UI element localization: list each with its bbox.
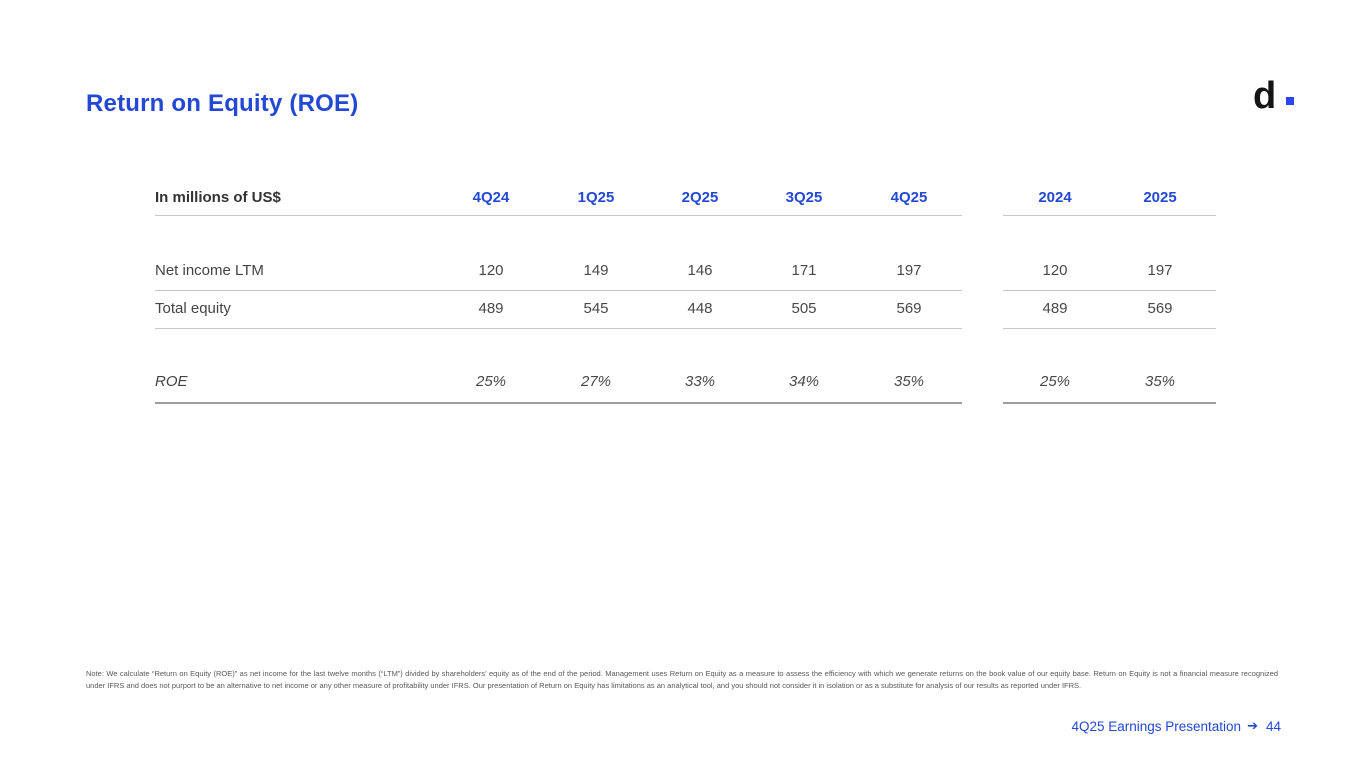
- cell-value: 27%: [580, 373, 612, 390]
- table-row-total-equity: Total equity 489 545 448 505 569 489 569: [0, 299, 1365, 319]
- cell-value: 489: [1042, 300, 1068, 317]
- logo-dot-icon: [1286, 97, 1294, 105]
- table-header-row: In millions of US$ 4Q24 1Q25 2Q25 3Q25 4…: [0, 188, 1365, 208]
- column-header-2q25: 2Q25: [681, 189, 719, 206]
- column-header-2024: 2024: [1038, 189, 1072, 206]
- cell-value: 197: [1147, 262, 1173, 279]
- cell-value: 489: [478, 300, 504, 317]
- arrow-right-icon: ➔: [1247, 718, 1258, 734]
- slide-footer: 4Q25 Earnings Presentation ➔ 44: [1071, 717, 1281, 735]
- dlocal-logo: d: [1253, 76, 1313, 120]
- table-row-roe: ROE 25% 27% 33% 34% 35% 25% 35%: [0, 372, 1365, 392]
- cell-value: 545: [583, 300, 609, 317]
- cell-value: 197: [896, 262, 922, 279]
- table-row-net-income: Net income LTM 120 149 146 171 197 120 1…: [0, 261, 1365, 281]
- cell-value: 569: [1147, 300, 1173, 317]
- row-label: Total equity: [155, 300, 231, 317]
- cell-value: 569: [896, 300, 922, 317]
- cell-value: 35%: [893, 373, 925, 390]
- row-label: ROE: [155, 373, 188, 390]
- row-label: Net income LTM: [155, 262, 264, 279]
- header-rule-right: [1003, 215, 1216, 216]
- row-rule-left: [155, 290, 962, 291]
- logo-letter: d: [1253, 75, 1277, 117]
- cell-value: 25%: [475, 373, 507, 390]
- cell-value: 34%: [788, 373, 820, 390]
- column-header-3q25: 3Q25: [785, 189, 823, 206]
- table-bottom-rule-left: [155, 402, 962, 404]
- cell-value: 120: [478, 262, 504, 279]
- row-rule-left: [155, 328, 962, 329]
- unit-label: In millions of US$: [155, 189, 281, 206]
- cell-value: 149: [583, 262, 609, 279]
- cell-value: 171: [791, 262, 817, 279]
- row-rule-right: [1003, 328, 1216, 329]
- cell-value: 35%: [1144, 373, 1176, 390]
- column-header-4q24: 4Q24: [472, 189, 510, 206]
- column-header-2025: 2025: [1143, 189, 1177, 206]
- column-header-1q25: 1Q25: [577, 189, 615, 206]
- cell-value: 448: [687, 300, 713, 317]
- page-number: 44: [1265, 718, 1281, 734]
- footer-label: 4Q25 Earnings Presentation: [1071, 718, 1242, 734]
- cell-value: 146: [687, 262, 713, 279]
- slide-title: Return on Equity (ROE): [86, 90, 359, 117]
- column-header-4q25: 4Q25: [890, 189, 928, 206]
- header-rule-left: [155, 215, 962, 216]
- cell-value: 505: [791, 300, 817, 317]
- cell-value: 120: [1042, 262, 1068, 279]
- cell-value: 33%: [684, 373, 716, 390]
- table-bottom-rule-right: [1003, 402, 1216, 404]
- footnote: Note: We calculate “Return on Equity (RO…: [86, 669, 1278, 690]
- cell-value: 25%: [1039, 373, 1071, 390]
- row-rule-right: [1003, 290, 1216, 291]
